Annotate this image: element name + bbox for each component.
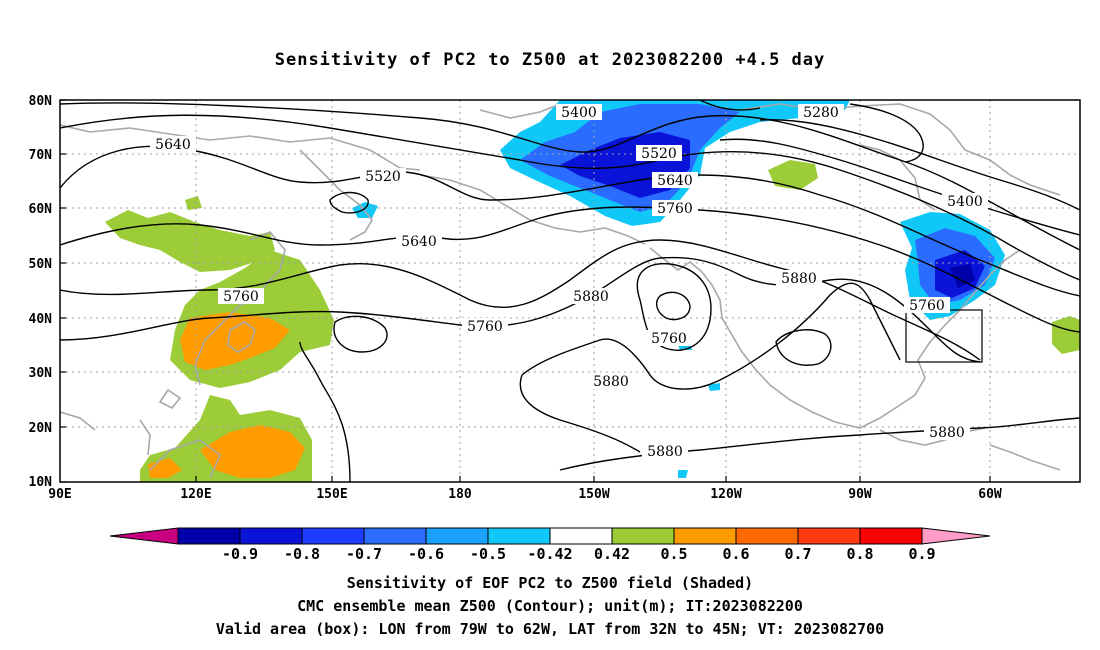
contour-label: 5640 [150,136,196,153]
contour-label: 5640 [652,172,698,189]
svg-text:5280: 5280 [803,105,839,121]
footer-line-3: Valid area (box): LON from 79W to 62W, L… [215,620,885,638]
svg-text:5640: 5640 [657,173,693,189]
colorbar-tick-label: -0.8 [284,545,320,563]
colorbar-swatch [487,527,551,545]
colorbar-swatch [363,527,427,545]
svg-text:5400: 5400 [561,105,597,121]
colorbar-tick-label: -0.9 [222,545,258,563]
graticule [60,100,1080,482]
svg-text:5760: 5760 [223,289,259,305]
lat-label: 80N [29,94,53,109]
contour-label: 5880 [924,424,970,441]
svg-text:5760: 5760 [657,201,693,217]
colorbar-high-arrow [921,527,991,545]
contour-label: 5640 [396,233,442,250]
lat-label: 20N [29,421,53,436]
colorbar-swatch [177,527,241,545]
colorbar-swatch [239,527,303,545]
lat-label: 60N [29,202,53,217]
colorbar-tick-label: 0.6 [722,545,749,563]
colorbar-tick-label: 0.9 [908,545,935,563]
contour-label: 5760 [462,318,508,335]
map-title: Sensitivity of PC2 to Z500 at 2023082200… [274,50,826,70]
contour-label: 5400 [942,193,988,210]
contour-label: 5760 [218,288,264,305]
lon-label: 60W [978,487,1002,502]
svg-text:5760: 5760 [909,298,945,314]
colorbar-tick-label: -0.7 [346,545,382,563]
colorbar-swatch [859,527,923,545]
svg-text:5640: 5640 [401,234,437,250]
colorbar-swatch [797,527,861,545]
colorbar-tick-label: -0.6 [408,545,444,563]
contour-label: 5880 [588,373,634,390]
colorbar-tick-label: 0.42 [594,545,630,563]
colorbar-tick-label: 0.7 [784,545,811,563]
colorbar-low-arrow [109,527,179,545]
colorbar-swatch [673,527,737,545]
tick-marks [60,99,991,483]
lon-label: 150E [316,487,347,502]
lat-label: 70N [29,148,53,163]
contour-label: 5880 [642,443,688,460]
svg-text:5880: 5880 [929,425,965,441]
colorbar-swatch [549,527,613,545]
contour-label: 5880 [568,288,614,305]
contour-labels: 5400 5280 5640 5520 5520 5640 5760 5640 … [150,104,988,460]
colorbar-swatch [735,527,799,545]
svg-text:5640: 5640 [155,137,191,153]
contour-label: 5760 [646,330,692,347]
lon-label: 120E [180,487,211,502]
svg-text:5880: 5880 [573,289,609,305]
svg-text:5760: 5760 [651,331,687,347]
colorbar-swatch [425,527,489,545]
lat-label: 40N [29,312,53,327]
lon-label: 180 [448,487,472,502]
footer-line-2: CMC ensemble mean Z500 (Contour); unit(m… [297,597,803,615]
colorbar-tick-label: -0.42 [527,545,572,563]
svg-text:5400: 5400 [947,194,983,210]
lat-label: 30N [29,366,53,381]
svg-text:5760: 5760 [467,319,503,335]
negative-sensitivity-shading [352,100,1005,478]
contour-label: 5880 [776,270,822,287]
colorbar-swatch [301,527,365,545]
contour-label: 5400 [556,104,602,121]
lon-label: 150W [578,487,609,502]
contour-label: 5760 [904,297,950,314]
colorbar-tick-label: -0.5 [470,545,506,563]
colorbar: -0.9 -0.8 -0.7 -0.6 -0.5 -0.42 0.42 0.5 0.6 0.7 0.… [109,527,991,563]
colorbar-tick-label: 0.8 [846,545,873,563]
svg-text:5880: 5880 [781,271,817,287]
z500-contours [60,100,1080,482]
colorbar-tick-label: 0.5 [660,545,687,563]
svg-text:5520: 5520 [365,169,401,185]
contour-label: 5520 [360,168,406,185]
footer-line-1: Sensitivity of EOF PC2 to Z500 field (Sh… [346,574,754,592]
svg-text:5520: 5520 [641,146,677,162]
lat-label: 10N [29,475,53,490]
latitude-labels: 80N 70N 60N 50N 40N 30N 20N 10N [29,94,53,490]
longitude-labels: 90E 120E 150E 180 150W 120W 90W 60W [48,487,1002,502]
svg-text:5880: 5880 [647,444,683,460]
contour-label: 5520 [636,145,682,162]
lon-label: 90W [848,487,872,502]
contour-label: 5760 [652,200,698,217]
lon-label: 120W [710,487,741,502]
lat-label: 50N [29,257,53,272]
colorbar-swatch [611,527,675,545]
svg-text:5880: 5880 [593,374,629,390]
map-frame [59,99,1081,483]
contour-label: 5280 [798,104,844,121]
lon-label: 90E [48,487,71,502]
